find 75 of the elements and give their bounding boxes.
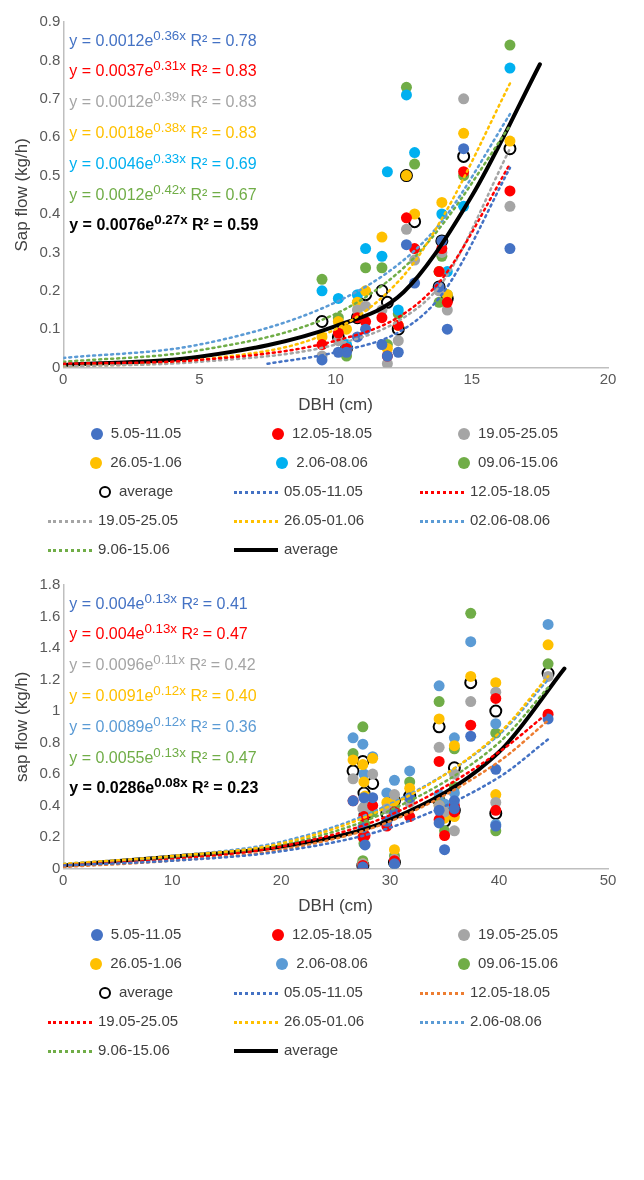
x-tick-label: 20 [272,870,290,888]
y-tick-label: 1.2 [39,669,61,687]
legend-label: 02.06-08.06 [470,511,551,528]
annotation: y = 0.0076e$^{0.27x}$ R² = 0.59 [69,211,259,236]
legend-label: 26.05-01.06 [284,511,365,528]
legend-label: 26.05-1.06 [110,954,182,971]
legend-label: 19.05-25.05 [477,925,559,942]
legend-label: 26.05-01.06 [284,1012,365,1029]
legend-label: 05.05-11.05 [284,983,363,1000]
annotation: y = 0.0018e$^{0.38x}$ R² = 0.83 [69,119,258,144]
x-axis-title: DBH (cm) [298,896,373,916]
legend-label: 5.05-11.05 [110,424,182,441]
x-tick-label: 10 [327,369,344,387]
legend-label: 2.06-08.06 [296,954,368,971]
annotation: y = 0.0046e$^{0.33x}$ R² = 0.69 [69,149,258,175]
annotation: y = 0.0091e$^{0.12x}$ R² = 0.40 [69,682,258,707]
annotation: y = 0.004e$^{0.13x}$ R² = 0.47 [69,620,249,645]
annotation: y = 0.0037e$^{0.31x}$ R² = 0.83 [69,57,258,82]
legend-label: 12.05-18.05 [470,983,551,1000]
y-tick-label: 0.4 [39,795,61,813]
legend-label: 5.05-11.05 [110,925,182,942]
x-tick-label: 30 [381,870,399,888]
y-tick-label: 0.8 [39,732,61,750]
annotation: y = 0.004e$^{0.13x}$ R² = 0.41 [69,590,249,615]
annotation: y = 0.0012e$^{0.36x}$ R² = 0.78 [69,27,258,52]
y-tick-label: 0 [51,357,61,375]
y-tick-label: 0.4 [39,204,61,222]
x-tick-label: 5 [195,369,204,387]
legend-label: 9.06-15.06 [98,540,170,557]
legend-label: 19.05-25.05 [98,1012,179,1029]
x-tick-label: 20 [599,369,617,387]
y-tick-label: 1.6 [39,606,61,624]
y-tick-label: 0 [51,858,61,876]
y-tick-label: 1.4 [39,638,61,656]
y-tick-label: 0.6 [39,764,61,782]
legend-label: 19.05-25.05 [477,424,559,441]
annotation: y = 0.0055e$^{0.13x}$ R² = 0.47 [69,743,258,768]
legend-label: average [284,1041,339,1058]
x-tick-label: 50 [599,870,617,888]
y-tick-label: 1 [51,701,61,719]
y-tick-label: 0.1 [39,319,61,337]
annotation: y = 0.0012e$^{0.39x}$ R² = 0.83 [69,88,258,113]
annotation: y = 0.0096e$^{0.11x}$ R² = 0.42 [69,651,257,676]
legend-label: 09.06-15.06 [477,453,559,470]
y-tick-label: 0.8 [39,50,61,68]
y-tick-label: 0.7 [39,88,61,106]
y-tick-label: 0.9 [39,12,61,30]
y-tick-label: 0.6 [39,127,61,145]
legend-label: 9.06-15.06 [98,1041,170,1058]
y-tick-label: 1.8 [39,575,61,593]
x-tick-label: 10 [163,870,181,888]
legend-label: 2.06-08.06 [296,453,368,470]
legend-label: 09.06-15.06 [477,954,559,971]
legend-label: 26.05-1.06 [110,453,182,470]
y-tick-label: 0.3 [39,242,61,260]
y-axis-title: Sap flow (kg/h) [11,138,31,252]
legend-label: 2.06-08.06 [470,1012,542,1029]
y-tick-label: 0.5 [39,165,61,183]
annotation: y = 0.0286e$^{0.08x}$ R² = 0.23 [69,774,259,799]
legend-label: 05.05-11.05 [284,482,363,499]
legend-label: 19.05-25.05 [98,511,179,528]
legend-label: average [118,482,174,499]
y-axis-title: sap flow (kg/h) [11,671,31,783]
x-axis-title: DBH (cm) [298,395,373,415]
legend-label: 12.05-18.05 [291,424,373,441]
x-tick-label: 15 [463,369,481,387]
legend-label: average [284,540,339,557]
y-tick-label: 0.2 [39,280,61,298]
annotation: y = 0.0089e$^{0.12x}$ R² = 0.36 [69,712,258,738]
annotation: y = 0.0012e$^{0.42x}$ R² = 0.67 [69,180,258,205]
legend-label: average [118,983,174,1000]
x-tick-label: 40 [490,870,508,888]
y-tick-label: 0.2 [39,827,61,845]
legend-label: 12.05-18.05 [291,925,373,942]
legend-label: 12.05-18.05 [470,482,551,499]
